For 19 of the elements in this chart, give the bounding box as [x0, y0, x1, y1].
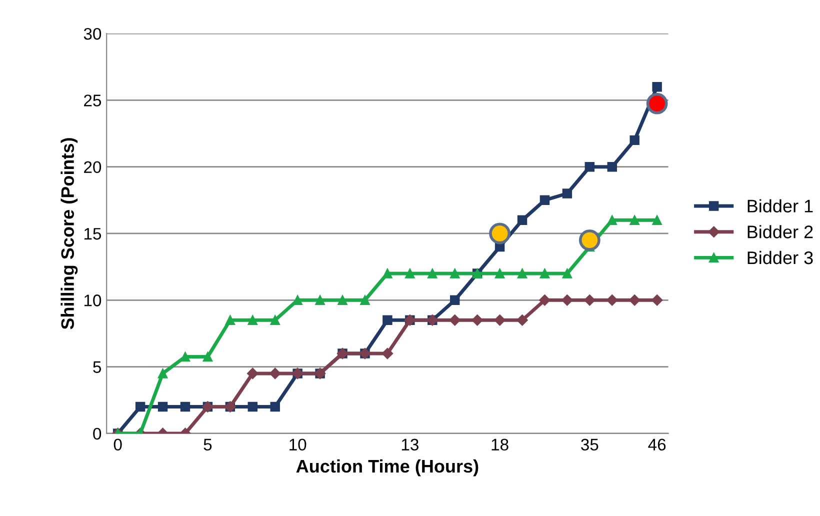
- legend-label: Bidder 2: [748, 225, 813, 238]
- legend-label: Bidder 3: [748, 250, 813, 264]
- x-axis-title: Auction Time (Hours): [296, 459, 478, 476]
- y-tick-label: 25: [84, 94, 102, 106]
- y-tick-label: 30: [84, 28, 102, 40]
- y-tick-label: 5: [93, 361, 102, 373]
- x-tick-label: 13: [402, 438, 418, 451]
- y-axis-title: Shilling Score (Points): [60, 138, 78, 330]
- x-tick-label: 18: [492, 438, 508, 451]
- y-tick-label: 15: [84, 228, 102, 240]
- legend-label: Bidder 1: [748, 199, 813, 212]
- x-tick-label: 35: [581, 438, 598, 451]
- y-tick-label: 10: [84, 294, 102, 306]
- y-tick-label: 0: [93, 428, 102, 440]
- x-tick-label: 10: [290, 438, 306, 451]
- x-tick-label: 46: [648, 438, 666, 451]
- x-tick-label: 5: [204, 438, 212, 451]
- x-tick-label: 0: [114, 438, 122, 451]
- y-tick-label: 20: [84, 161, 102, 174]
